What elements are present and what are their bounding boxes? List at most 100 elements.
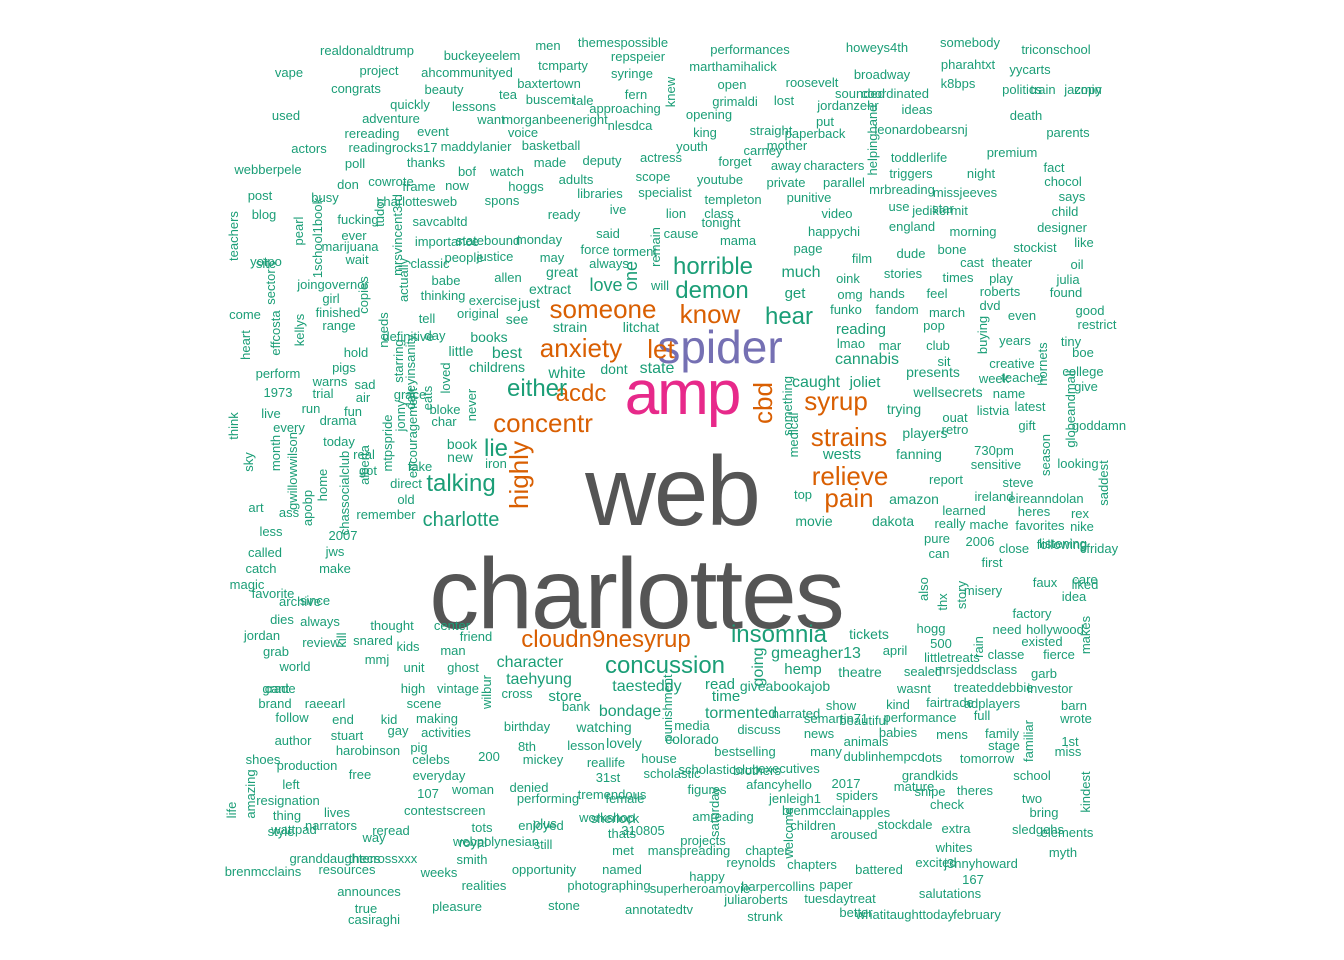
word-death: death [1010, 108, 1043, 123]
word-college: college [1062, 364, 1103, 379]
word-granddaughters: granddaughters [289, 851, 381, 866]
word-weeks: weeks [420, 865, 458, 880]
word-boe: boe [1072, 345, 1094, 360]
word-daleyinsanity: daleyinsanity [403, 334, 418, 410]
word-mar: mar [879, 338, 902, 353]
word-opening: opening [686, 107, 732, 122]
word-catch: catch [245, 561, 276, 576]
word-littletreats: littletreats [924, 650, 980, 665]
word-tale: tale [573, 93, 594, 108]
word-kill: kill [334, 632, 349, 647]
word-named: named [602, 862, 642, 877]
word-amreading: amreading [692, 809, 753, 824]
word-lion: lion [666, 206, 686, 221]
word-pure: pure [924, 531, 950, 546]
word-miss: miss [1055, 744, 1082, 759]
word-strains: strains [811, 422, 888, 452]
word-enjoyed: enjoyed [518, 818, 564, 833]
word-sensitive: sensitive [971, 457, 1022, 472]
word-just: just [517, 295, 540, 311]
word-investor: investor [1027, 681, 1073, 696]
word-contest: contest [404, 803, 446, 818]
word-strain: strain [553, 319, 587, 335]
word-hollywood: hollywood [1026, 622, 1084, 637]
word-author: author [275, 733, 313, 748]
word-mache: mache [969, 517, 1008, 532]
word-misery: misery [964, 583, 1003, 598]
word-jordanzehr: jordanzehr [816, 98, 879, 113]
word-makes: makes [1078, 615, 1093, 654]
word-every: every [273, 420, 305, 435]
word-spiders: spiders [836, 788, 878, 803]
word-good: good [1076, 303, 1105, 318]
word-strunk: strunk [747, 909, 783, 924]
word-child: child [1052, 204, 1079, 219]
word-cannabis: cannabis [835, 351, 899, 368]
word-watching: watching [575, 719, 631, 735]
word-saturday: saturday [707, 787, 722, 837]
word-superheroamovie: superheroamovie [650, 881, 750, 896]
word-yycarts: yycarts [1009, 62, 1051, 77]
word-project: project [359, 63, 398, 78]
word-extract: extract [529, 281, 571, 297]
word-importance: importance [415, 234, 479, 249]
word-says: says [1059, 189, 1086, 204]
word-latest: latest [1014, 399, 1045, 414]
word-garb: garb [1031, 666, 1057, 681]
word-theres: theres [957, 783, 994, 798]
word-really: really [934, 516, 966, 531]
word-drama: drama [320, 413, 358, 428]
word-167: 167 [962, 872, 984, 887]
word-store: store [548, 688, 581, 705]
word-england: england [889, 219, 935, 234]
word-kids: kids [396, 639, 420, 654]
word-actually: actually [396, 257, 411, 302]
word-monday: monday [516, 232, 563, 247]
word-highly: highly [504, 441, 534, 509]
word-new: new [447, 449, 474, 465]
word-elements: elements [1041, 825, 1094, 840]
word-adplayers: adplayers [964, 696, 1021, 711]
word-actors: actors [291, 141, 327, 156]
word-left: left [282, 777, 300, 792]
word-babe: babe [432, 273, 461, 288]
word-libraries: libraries [577, 186, 623, 201]
word-private: private [766, 175, 805, 190]
word-insomnia: insomnia [731, 621, 828, 648]
word-oink: oink [836, 271, 860, 286]
word-love: love [589, 275, 622, 295]
word-concussion: concussion [605, 652, 725, 679]
word-looking: looking [1057, 456, 1098, 471]
word-mother: mother [767, 138, 808, 153]
word-resources: resources [318, 862, 376, 877]
word-full: full [974, 708, 991, 723]
word-photographing: photographing [567, 878, 650, 893]
word-magic: magic [230, 577, 265, 592]
word-apobp: apobp [300, 490, 315, 526]
word-scholastic: scholastic [643, 766, 701, 781]
word-site: site [256, 256, 276, 271]
word-end: end [332, 712, 354, 727]
word-life: life [224, 802, 239, 819]
word-range: range [322, 318, 355, 333]
word-needs: needs [376, 312, 391, 348]
word-chocol: chocol [1044, 174, 1082, 189]
word-fanning: fanning [896, 446, 942, 462]
word-presents: presents [906, 364, 960, 380]
word-brand: brand [258, 696, 291, 711]
word-pleasure: pleasure [432, 899, 482, 914]
word-screen: screen [446, 803, 485, 818]
word-club: club [926, 338, 950, 353]
word-retro: retro [942, 422, 969, 437]
word-amazon: amazon [889, 491, 939, 507]
word-can: can [929, 546, 950, 561]
word-allen: allen [494, 270, 521, 285]
word-justice: justice [476, 249, 514, 264]
word-figures: figures [687, 782, 727, 797]
word-live: live [261, 406, 281, 421]
word-mtpspride: mtpspride [380, 414, 395, 471]
word-barn: barn [1061, 698, 1087, 713]
word-talking: talking [426, 470, 495, 497]
word-read: read [705, 676, 735, 693]
word-copies: copies [356, 276, 371, 314]
